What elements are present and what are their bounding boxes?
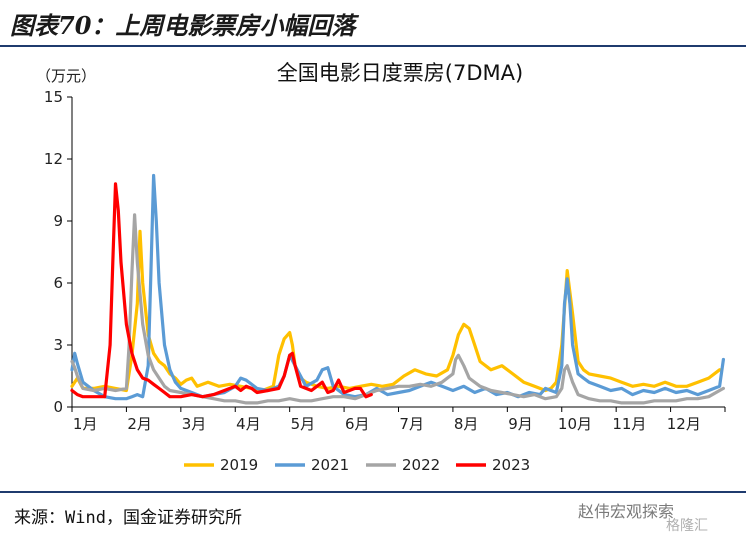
series-line-2021 (70, 173, 725, 401)
axes-group: 0 3 6 9 12 15 1月 2月 3月 4月 5月 6月 7月 8月 9月 10月 11月 12月 (44, 88, 726, 433)
x-tick-label: 4月 (236, 415, 261, 433)
legend: 2019 2021 2022 2023 (184, 456, 530, 474)
y-axis-unit-label: （万元） (36, 67, 96, 85)
bottom-divider (0, 491, 746, 493)
legend-label-2021: 2021 (311, 456, 349, 474)
y-tick-label: 15 (44, 88, 63, 106)
series-line-2022 (70, 213, 725, 405)
series-line-2019 (70, 229, 722, 393)
top-divider (0, 45, 746, 47)
source-note: 来源：Wind，国金证券研究所 (14, 508, 242, 528)
legend-label-2019: 2019 (220, 456, 258, 474)
x-tick-label: 7月 (399, 415, 424, 433)
legend-label-2022: 2022 (402, 456, 440, 474)
y-tick-label: 12 (44, 150, 63, 168)
x-tick-label: 6月 (345, 415, 370, 433)
chart-title: 全国电影日度票房(7DMA) (277, 61, 523, 85)
x-tick-label: 12月 (667, 415, 701, 433)
x-tick-label: 8月 (454, 415, 479, 433)
y-tick-label: 0 (53, 398, 63, 416)
x-tick-label: 5月 (291, 415, 316, 433)
watermark-text: 赵伟宏观探索 (578, 502, 675, 521)
watermark-badge: 格隆汇 (666, 518, 708, 534)
legend-label-2023: 2023 (492, 456, 530, 474)
x-tick-label: 2月 (127, 415, 152, 433)
y-tick-label: 9 (53, 212, 63, 230)
x-tick-label: 1月 (73, 415, 98, 433)
x-tick-label: 3月 (182, 415, 207, 433)
x-tick-label: 11月 (612, 415, 646, 433)
y-tick-label: 3 (53, 336, 63, 354)
y-tick-label: 6 (53, 274, 63, 292)
x-tick-label: 9月 (508, 415, 533, 433)
series-line-2023 (70, 182, 373, 399)
x-tick-label: 10月 (558, 415, 592, 433)
series-group (70, 173, 725, 405)
figure-title: 图表70：上周电影票房小幅回落 (10, 11, 356, 40)
